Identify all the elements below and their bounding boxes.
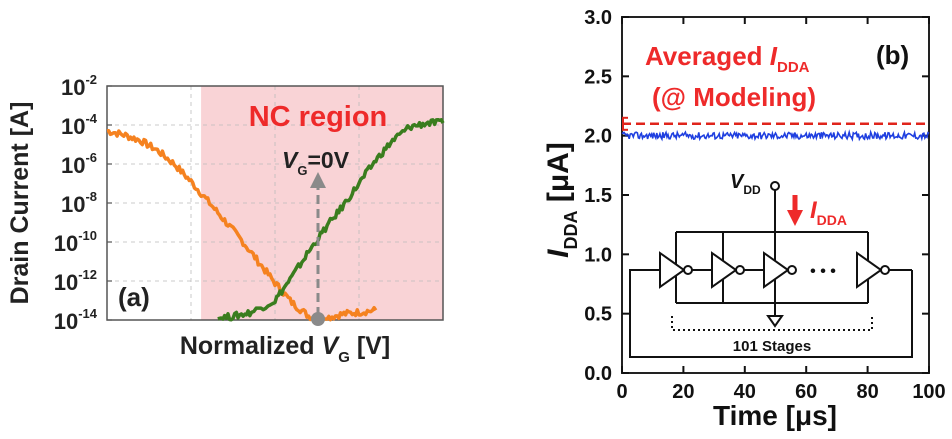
stages-label: 101 Stages [733,338,811,355]
nc-region-band [201,86,443,320]
inverter-1-bubble [683,265,693,275]
current-arrow-head [787,210,803,226]
panel-label-b: (b) [876,40,909,70]
ticks-b: 0.0 0.5 1.0 1.5 2.0 2.5 3.0 0 20 40 60 80 100 [584,7,946,403]
series-line-a-2 [217,117,445,322]
inverter-1 [659,251,686,289]
panel-label-a: (a) [118,282,150,312]
x-tick-label-b: 20 [672,381,694,403]
panel-a: 10-14 10-12 10-10 10-8 10-6 10-4 10-2 Drain Cu… [6,72,445,366]
y-tick-label-b: 2.5 [584,66,612,88]
y-axis-label-a: Drain Current [A] [6,102,34,305]
series-group-a [106,117,445,322]
y-tick-label-b: 1.0 [584,244,612,266]
x-tick-label-b: 80 [856,381,878,403]
x-tick-label-b: 40 [734,381,756,403]
inverter-3-bubble [787,265,797,275]
y-tick-label-a: 10-14 [54,306,98,334]
y-tick-label-b: 3.0 [584,7,612,29]
y-tick-label-a: 10-6 [61,150,97,178]
modeling-label: (@ Modeling) [652,82,816,112]
stages-bracket [671,316,873,331]
ground-symbol [766,315,784,328]
y-tick-label-b: 0.5 [584,304,612,326]
inverter-4-bubble [880,265,890,275]
inverter-2-bubble [735,265,745,275]
nc-region-label: NC region [249,101,388,133]
x-axis-label-a: Normalized VG [V] [180,332,390,366]
y-tick-label-a: 10-2 [61,72,97,100]
ring-oscillator-circuit [629,181,913,358]
series-line-a-1 [106,129,378,322]
series-line-b-measured [621,129,930,142]
vdd-label: VDD [730,171,761,197]
y-axis-label-b: IDDA [μA] [542,142,581,258]
y-tick-label-b: 2.0 [584,126,612,148]
vg-zero-annotation: VG=0V [282,147,350,178]
series-group-b [621,116,930,142]
inverter-4 [856,251,883,289]
x-axis-label-b: Time [μs] [713,400,837,431]
y-ticks-a: 10-14 10-12 10-10 10-8 10-6 10-4 10-2 [54,72,112,334]
chain-dots: • • • [810,263,836,280]
vdd-terminal [770,181,780,191]
panel-b: 0.0 0.5 1.0 1.5 2.0 2.5 3.0 0 20 40 60 80 100 IDDA [… [542,7,946,431]
y-tick-label-a: 10-8 [61,189,97,217]
averaged-label: Averaged IDDA [645,41,810,76]
y-tick-label-a: 10-10 [54,228,97,256]
y-tick-label-b: 1.5 [584,185,612,207]
feedback-loop [629,269,913,358]
x-tick-label-b: 100 [912,381,945,403]
y-tick-label-a: 10-4 [61,111,98,139]
x-tick-label-b: 0 [616,381,627,403]
vg-arrow-head [310,172,326,188]
current-label: IDDA [810,197,847,228]
x-tick-label-b: 60 [795,381,817,403]
vg-point-marker [311,312,325,326]
y-tick-label-b: 0.0 [584,363,612,385]
y-tick-label-a: 10-12 [54,267,97,295]
